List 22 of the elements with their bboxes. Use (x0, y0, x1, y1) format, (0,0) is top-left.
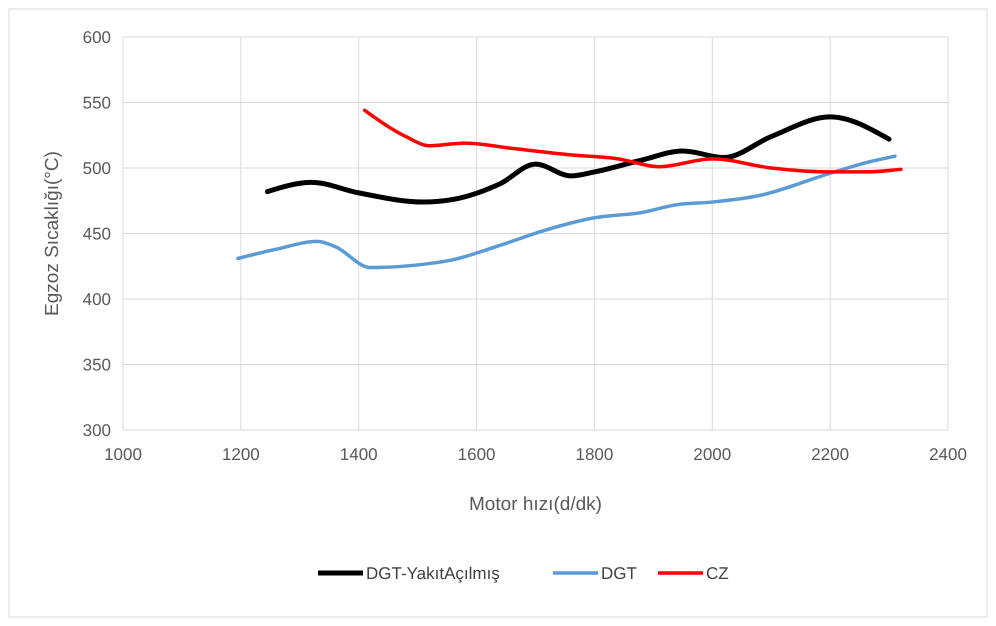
x-axis-title: Motor hızı(d/dk) (468, 494, 602, 515)
x-tick-label: 2200 (811, 445, 850, 464)
y-tick-label: 350 (82, 356, 111, 374)
line-series (236, 154, 897, 270)
x-tick-label: 2400 (929, 445, 967, 464)
x-tick-label: 1800 (576, 445, 614, 464)
legend-label: DGT (601, 564, 637, 583)
x-tick-label: 2000 (693, 445, 732, 464)
y-tick-label: 300 (82, 421, 111, 440)
x-tick-label: 1200 (222, 445, 260, 464)
line-series (362, 108, 903, 174)
y-tick-label: 450 (82, 224, 111, 244)
y-tick-label: 500 (82, 159, 111, 178)
y-tick-label: 600 (82, 28, 111, 47)
y-axis-title: Egzoz Sıcaklığı(°C) (42, 151, 63, 316)
legend-label: CZ (706, 564, 729, 583)
y-tick-label: 400 (82, 290, 111, 309)
x-tick-label: 1600 (458, 445, 496, 464)
y-tick-label: 550 (82, 94, 111, 112)
legend-label: DGT-YakıtAçılmış (366, 564, 500, 583)
x-tick-label: 1000 (104, 445, 142, 464)
x-tick-label: 1400 (340, 445, 378, 464)
